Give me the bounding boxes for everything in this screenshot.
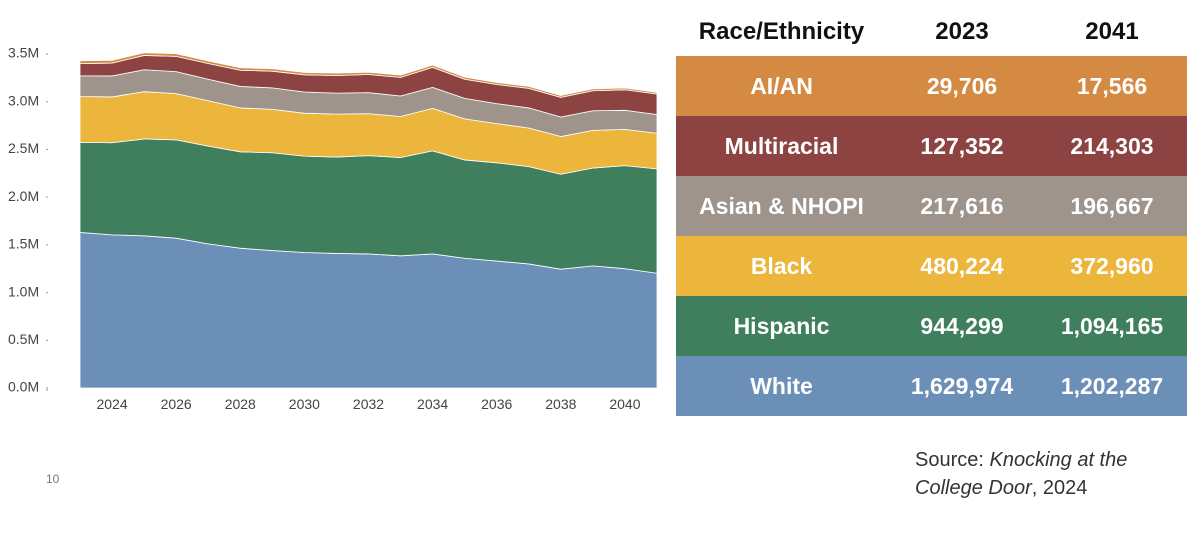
legend-table: Race/Ethnicity 2023 2041 AI/AN 29,706 17… (676, 8, 1187, 416)
source-title: Knocking at the College Door (915, 449, 1128, 499)
y-tick-label: 2.5M (8, 140, 39, 156)
legend-row-multiracial: Multiracial 127,352 214,303 (676, 116, 1187, 176)
stacked-area-chart: 0.0M0.5M1.0M1.5M2.0M2.5M3.0M3.5M 2024 202… (8, 45, 658, 412)
y-tick-label: 0.5M (8, 331, 39, 347)
page-number: 10 (46, 472, 60, 486)
x-tick-label: 2032 (353, 396, 384, 412)
header-2023: 2023 (935, 18, 989, 45)
value-2023: 217,616 (920, 192, 1004, 219)
source-prefix: Source: (915, 449, 990, 471)
y-axis: 0.0M 0.5M 1.0M 1.5M 2.0M 2.5M 3.0M 3.5M (8, 45, 48, 395)
group-label: Hispanic (733, 312, 830, 339)
value-2023: 127,352 (920, 132, 1004, 159)
x-tick-label: 2028 (225, 396, 256, 412)
legend-row-black: Black 480,224 372,960 (676, 236, 1187, 296)
legend-row-white: White 1,629,974 1,202,287 (676, 356, 1187, 416)
area-ai-an (79, 52, 658, 98)
y-tick-label: 0.0M (8, 379, 39, 395)
y-tick-label: 2.0M (8, 188, 39, 204)
group-label: Black (750, 252, 813, 279)
legend-row-hispanic: Hispanic 944,299 1,094,165 (676, 296, 1187, 356)
value-2041: 1,202,287 (1060, 372, 1164, 399)
value-2023: 29,706 (926, 72, 998, 99)
x-tick-label: 2030 (289, 396, 320, 412)
group-label: Multiracial (724, 132, 839, 159)
group-label: AI/AN (750, 72, 813, 99)
y-tick-label: 1.0M (8, 283, 39, 299)
header-2041: 2041 (1085, 18, 1139, 45)
x-tick-label: 2040 (609, 396, 640, 412)
y-tick-label: 3.0M (8, 92, 39, 108)
legend-header-row: Race/Ethnicity 2023 2041 (676, 8, 1187, 56)
source-note: Source: Knocking at the College Door, 20… (915, 446, 1185, 502)
source-suffix: , 2024 (1031, 477, 1088, 499)
value-2041: 372,960 (1070, 252, 1154, 279)
value-2041: 214,303 (1070, 132, 1154, 159)
area-series-group (79, 52, 658, 389)
group-label: White (750, 372, 813, 399)
y-tick-label: 3.5M (8, 45, 39, 61)
x-axis: 2024 2026 2028 2030 2032 2034 2036 2038 2040 (96, 396, 640, 412)
x-tick-label: 2024 (96, 396, 127, 412)
value-2041: 1,094,165 (1060, 312, 1164, 339)
x-tick-label: 2038 (545, 396, 576, 412)
value-2041: 17,566 (1076, 72, 1148, 99)
group-label: Asian & NHOPI (699, 192, 864, 219)
value-2023: 480,224 (920, 252, 1004, 279)
legend-row-asian-nhopi: Asian & NHOPI 217,616 196,667 (676, 176, 1187, 236)
legend-row-aian: AI/AN 29,706 17,566 (676, 56, 1187, 116)
value-2023: 1,629,974 (910, 372, 1014, 399)
x-tick-label: 2036 (481, 396, 512, 412)
value-2041: 196,667 (1070, 192, 1154, 219)
x-tick-label: 2026 (161, 396, 192, 412)
value-2023: 944,299 (920, 312, 1004, 339)
y-tick-label: 1.5M (8, 236, 39, 252)
header-race-ethnicity: Race/Ethnicity (698, 18, 865, 45)
x-tick-label: 2034 (417, 396, 448, 412)
